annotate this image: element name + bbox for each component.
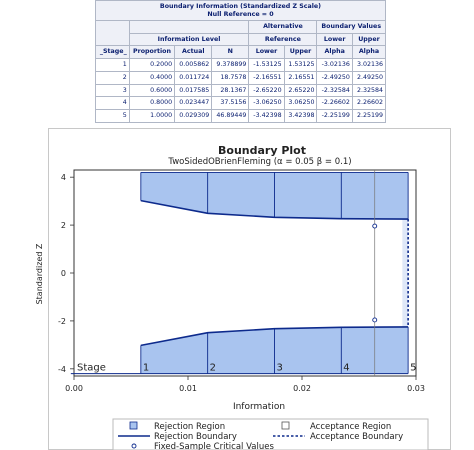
header-boundary-values: Boundary Values [316, 20, 386, 34]
col-upper: Upper [283, 45, 318, 60]
acceptance-region-strip [402, 219, 409, 327]
x-tick-label: 0.02 [293, 384, 311, 393]
lower-rejection-boundary [140, 326, 409, 347]
chart-subtitle: TwoSidedOBrienFleming (α = 0.05 β = 0.1) [167, 157, 351, 167]
y-tick-label: 0 [61, 269, 66, 278]
upper-rejection-boundary [140, 199, 409, 220]
y-tick-label: -2 [58, 317, 66, 326]
table-cell: -3.42398 [248, 108, 285, 123]
legend-acceptance-region-swatch [281, 421, 290, 430]
table-cell: 46.89449 [211, 108, 250, 123]
legend-acceptance-boundary-label: Acceptance Boundary [310, 432, 403, 442]
plot-area: -4 -2 0 2 4 0.00 0.01 0.02 0.03 Stage 1 2 3 4 5 [58, 169, 425, 393]
table-cell: 5 [95, 108, 130, 123]
y-axis-label: Standardized Z [35, 243, 44, 304]
legend-fixed-sample-label: Fixed-Sample Critical Values [154, 442, 274, 450]
stage-number: 4 [343, 363, 349, 374]
x-tick-label: 0.00 [65, 384, 83, 393]
legend: Rejection Region Acceptance Region Rejec… [112, 418, 429, 450]
col-stage: _Stage_ [95, 45, 130, 60]
stage-label: Stage [77, 363, 106, 374]
table-row: 5 1.0000 0.029309 46.89449 -3.42398 3.42398 -2… [95, 108, 387, 123]
header-reference: Reference [248, 32, 318, 47]
table-title-text: Boundary Information (Standardized Z Sca… [159, 3, 322, 10]
table-cell: 1.0000 [128, 108, 176, 123]
table-cell: -2.25199 [316, 108, 353, 123]
blank-header [128, 20, 250, 34]
boundary-information-table: Boundary Information (Standardized Z Sca… [95, 0, 387, 123]
table-row: 2 0.4000 0.011724 18.7578 -2.16551 2.16551 -2.… [95, 70, 387, 85]
boundary-information-table-container: Boundary Information (Standardized Z Sca… [95, 0, 387, 123]
fixed-sample-critical-value-marker [372, 317, 378, 323]
x-axis-label: Information [233, 402, 285, 412]
header-information-level: Information Level [128, 32, 250, 47]
legend-box [112, 418, 429, 450]
table-body: 1 0.2000 0.005862 9.378899 -1.53125 1.53125 -3… [95, 58, 387, 123]
x-tick-label: 0.03 [407, 384, 425, 393]
table-cell: 3.42398 [283, 108, 318, 123]
header-alternative: Alternative [248, 20, 318, 34]
y-tick-label: -4 [58, 365, 66, 374]
legend-acceptance-region-label: Acceptance Region [310, 422, 391, 432]
col-proportion: Proportion [128, 45, 176, 60]
table-subtitle-text: Null Reference = 0 [207, 11, 274, 18]
col-actual: Actual [174, 45, 213, 60]
chart-title: Boundary Plot [218, 144, 306, 157]
legend-rejection-region-swatch [129, 421, 138, 430]
table-cell: 2.25199 [351, 108, 387, 123]
stage-number: 5 [410, 363, 416, 374]
stage-number: 1 [143, 363, 149, 374]
x-tick-label: 0.01 [179, 384, 197, 393]
table-title: Boundary Information (Standardized Z Sca… [95, 0, 386, 21]
stage-number: 2 [210, 363, 216, 374]
table-cell: 0.029309 [174, 108, 213, 123]
legend-rejection-region-label: Rejection Region [154, 422, 225, 432]
legend-rejection-boundary-label: Rejection Boundary [154, 432, 237, 442]
header-boundary-upper: Upper [351, 32, 387, 47]
header-boundary-lower: Lower [316, 32, 353, 47]
stage-number: 3 [276, 363, 282, 374]
y-tick-label: 2 [61, 221, 66, 230]
stage-spacer [95, 19, 130, 46]
legend-fixed-sample-marker [131, 443, 137, 449]
y-tick-label: 4 [61, 173, 66, 182]
fixed-sample-critical-value-marker [372, 223, 378, 229]
